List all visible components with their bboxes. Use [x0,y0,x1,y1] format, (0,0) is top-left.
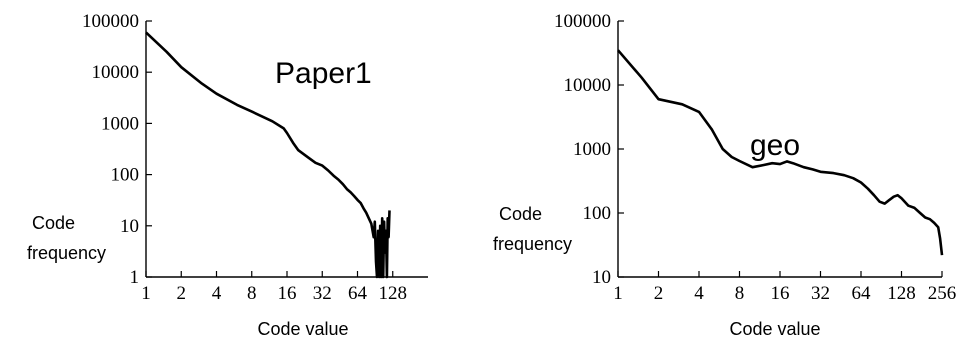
x-tick-label: 64 [852,283,872,304]
x-tick-label: 2 [654,283,664,304]
y-axis-label-line1: Code [32,213,75,233]
y-axis-label-line2: frequency [493,234,572,254]
x-tick-label: 1 [613,283,623,304]
x-tick-label: 8 [735,283,745,304]
x-tick-label: 8 [247,283,257,304]
y-tick-label: 100000 [554,11,611,32]
x-tick-label: 128 [379,283,408,304]
chart-geo: geo Code frequency Code value 10 100 1000 1… [493,11,956,339]
y-tick-label: 100000 [82,11,139,32]
y-tick-label: 100 [111,165,140,186]
chart-title: Paper1 [275,57,372,90]
x-tick-label: 2 [177,283,187,304]
y-tick-label: 1000 [101,113,139,134]
series-line [145,31,391,279]
y-tick-label: 10 [592,267,611,288]
chart-title: geo [750,129,800,162]
x-axis-label: Code value [729,319,820,339]
y-axis-label-line1: Code [499,204,542,224]
y-tick-label: 10000 [564,75,612,96]
x-tick-label: 4 [212,283,222,304]
x-tick-label: 32 [313,283,332,304]
x-tick-label: 1 [141,283,151,304]
y-tick-label: 1000 [573,139,611,160]
series-line [617,49,944,256]
x-axis-label: Code value [257,319,348,339]
x-tick-label: 64 [348,283,368,304]
x-tick-label: 16 [771,283,790,304]
x-tick-label: 32 [811,283,830,304]
y-tick-label: 100 [583,203,612,224]
x-tick-label: 128 [887,283,916,304]
y-tick-label: 10000 [92,62,140,83]
y-tick-label: 1 [130,267,140,288]
x-tick-label: 16 [278,283,297,304]
chart-paper1: Paper1 Code frequency Code value 1 10 100 1… [27,11,428,339]
x-tick-label: 4 [694,283,704,304]
y-tick-label: 10 [120,216,139,237]
y-axis-label-line2: frequency [27,243,106,263]
x-tick-label: 256 [928,283,957,304]
